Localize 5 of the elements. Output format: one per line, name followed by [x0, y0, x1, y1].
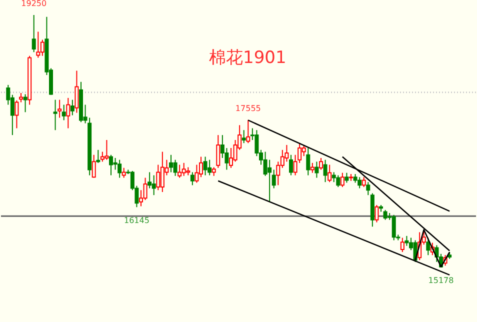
annotation: 19250	[21, 0, 47, 8]
annotation: 17555	[235, 104, 261, 113]
text: 棉花1901	[209, 48, 286, 68]
annotation: 16145	[124, 216, 150, 226]
annotation: 15178	[428, 276, 454, 285]
